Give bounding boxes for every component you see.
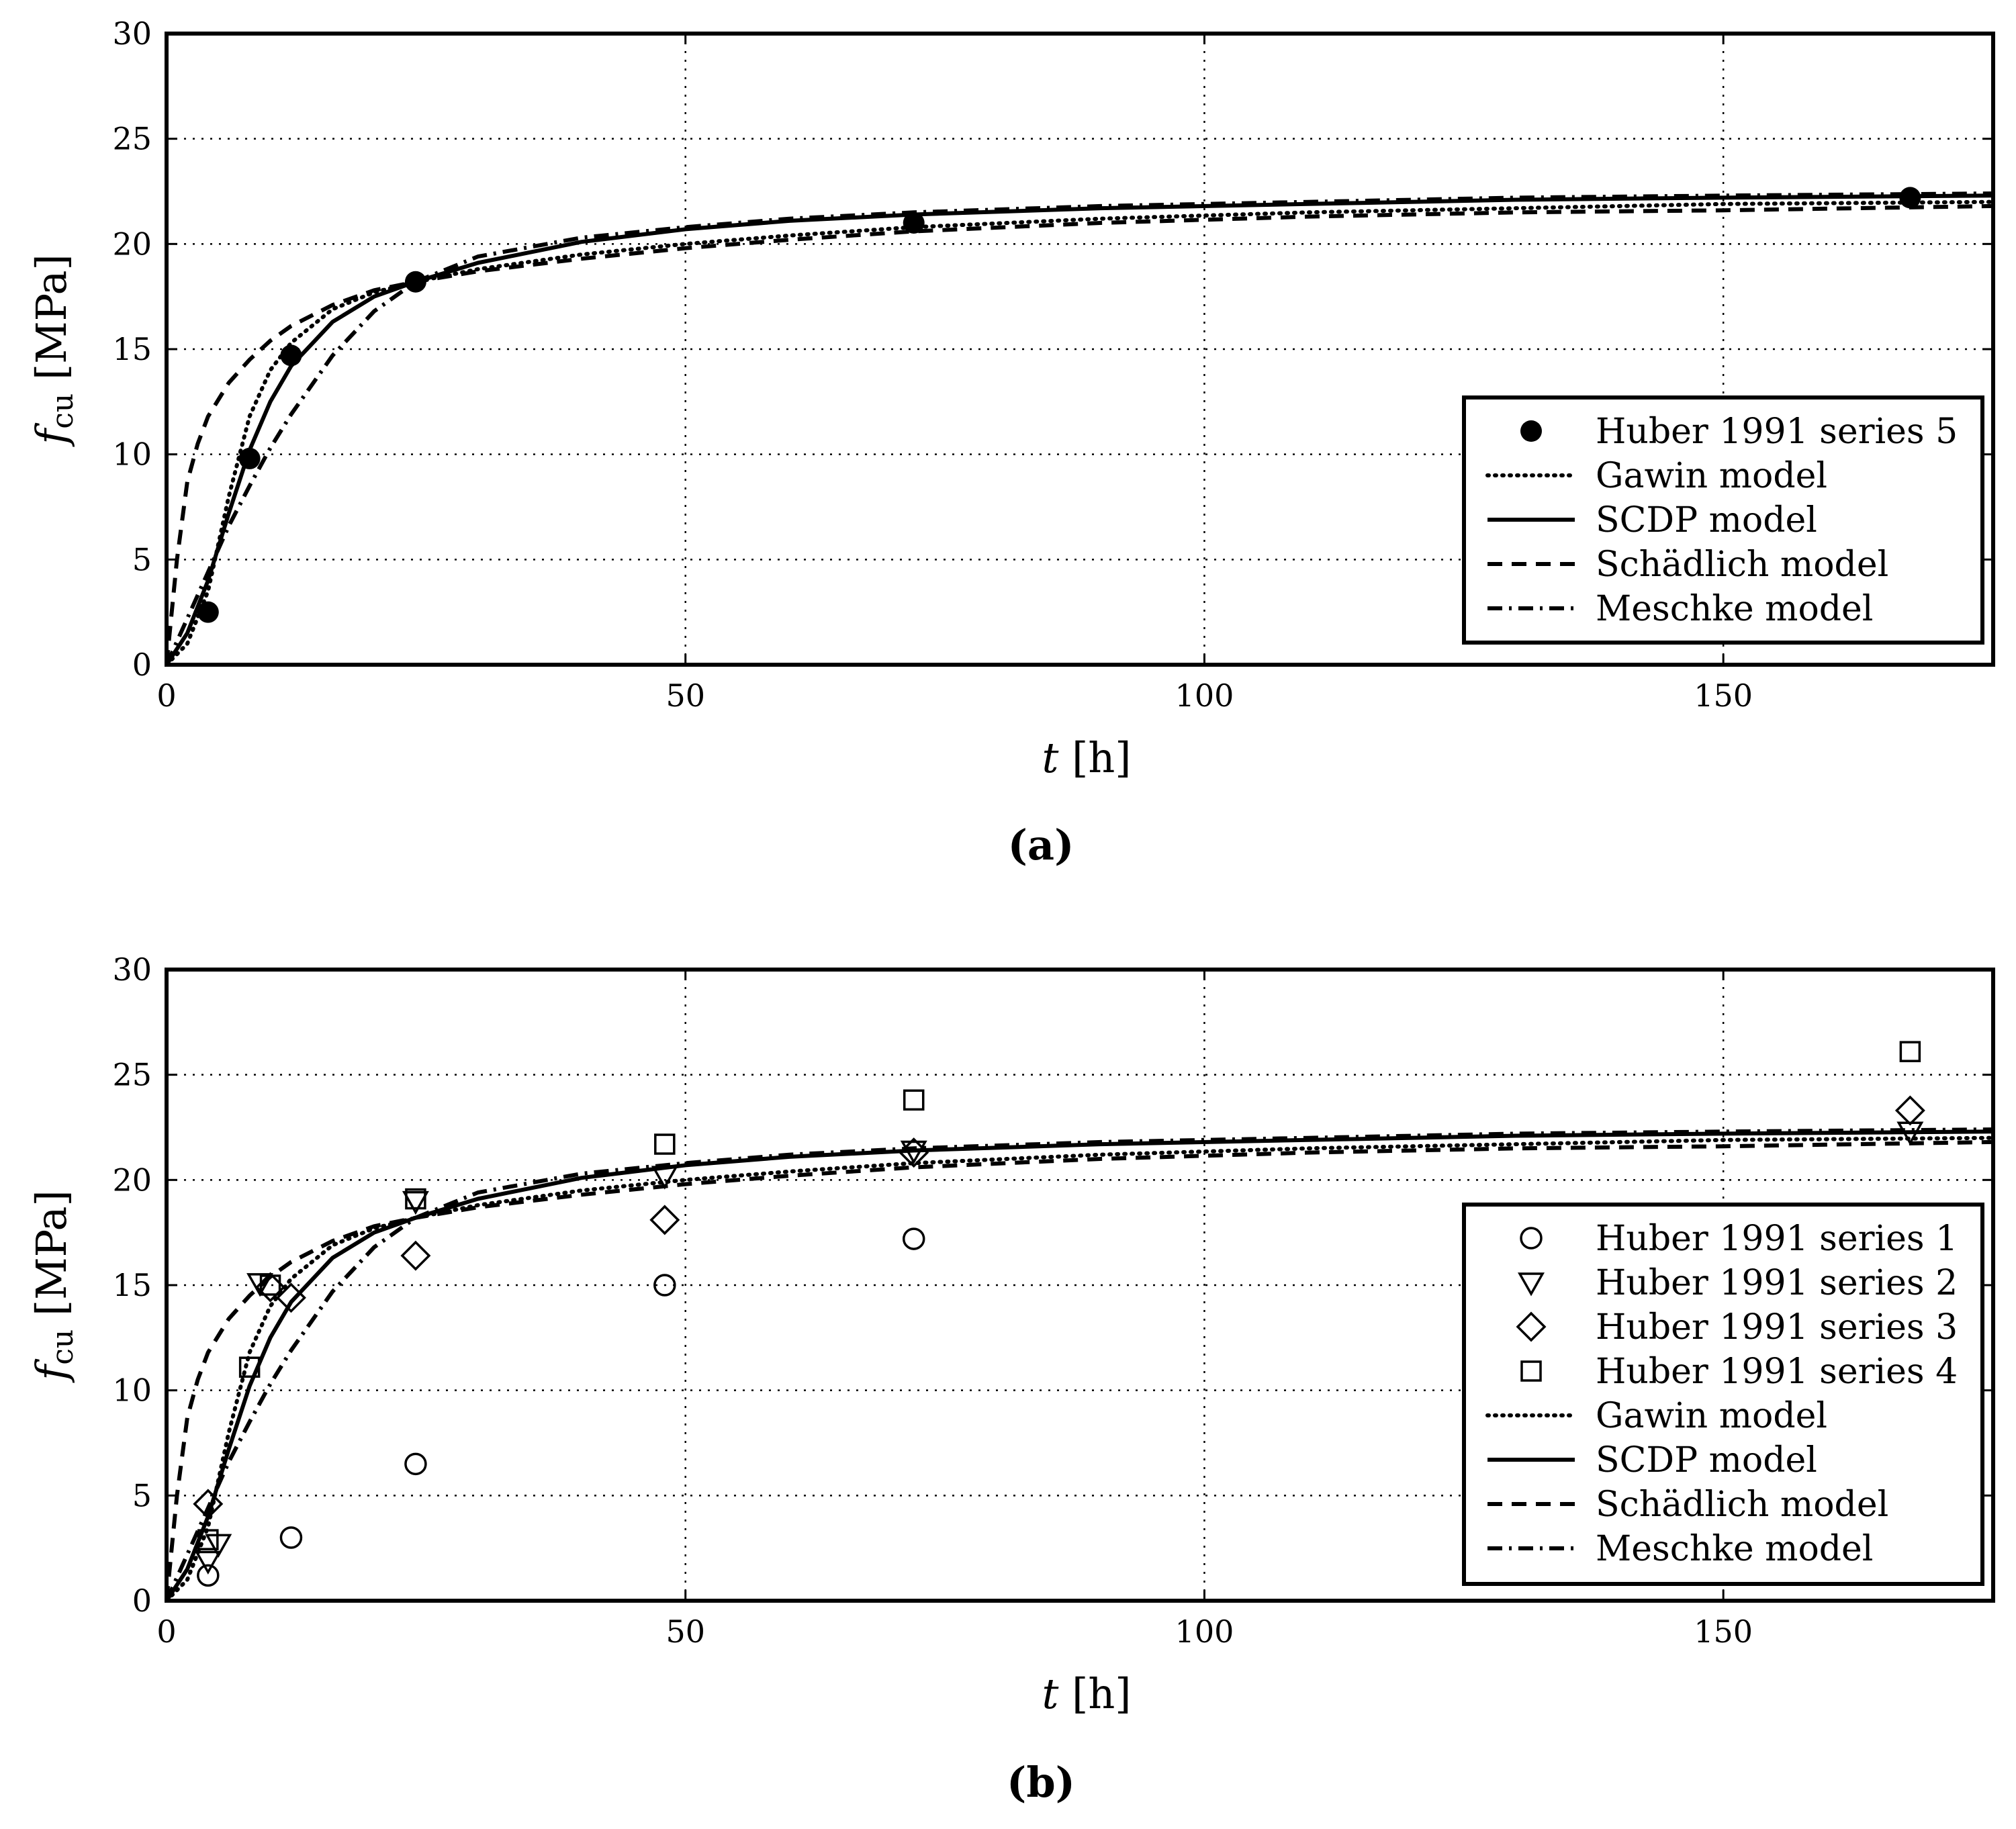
x-tick-label: 50 [666, 1613, 705, 1650]
data-point [197, 601, 219, 623]
legend-label: SCDP model [1596, 1440, 1817, 1481]
data-point [197, 1529, 219, 1550]
curves [167, 191, 1993, 665]
data-point [653, 1274, 676, 1297]
legend-frame [1462, 1203, 1984, 1586]
data-point [654, 1133, 676, 1155]
y-tick-label: 25 [112, 1057, 152, 1093]
y-tick-label: 10 [112, 1372, 152, 1409]
x-tick-label: 50 [666, 677, 705, 714]
series-line [167, 203, 1993, 665]
data-point [649, 1205, 680, 1235]
legend-marker [1516, 1311, 1547, 1342]
x-axis-unit: [h] [1072, 733, 1131, 782]
x-axis-variable: t [1042, 1669, 1072, 1718]
chart-panel: 0 50 100 150 0 5 10 15 20 25 30 t [h] fcu [MPa] Huber… [27, 15, 1995, 870]
y-tick-label: 0 [132, 1583, 152, 1619]
data-point [279, 1526, 303, 1549]
y-tick-label: 30 [112, 15, 152, 52]
legend-label: SCDP model [1596, 500, 1817, 541]
legend-marker [1520, 1227, 1543, 1250]
data-point [903, 1089, 925, 1111]
data-point [275, 1282, 306, 1313]
y-tick-label: 15 [112, 331, 152, 367]
y-tick-label: 25 [112, 121, 152, 157]
legend-label: Meschke model [1596, 1529, 1873, 1569]
y-axis-unit: [MPa] [27, 1190, 76, 1329]
legend-label: Huber 1991 series 4 [1596, 1352, 1958, 1392]
y-tick-label: 5 [132, 1477, 152, 1513]
x-tick-label: 150 [1694, 677, 1753, 714]
data-point [400, 1240, 431, 1271]
x-tick-label: 100 [1175, 677, 1234, 714]
data-point [197, 1564, 220, 1587]
legend-marker [1517, 1272, 1545, 1297]
data-point [1899, 1041, 1921, 1062]
y-tick-label: 20 [112, 226, 152, 262]
legend-label: Gawin model [1596, 456, 1827, 496]
legend-label: Huber 1991 series 1 [1596, 1219, 1958, 1259]
legend-marker [1520, 420, 1542, 442]
data-point [259, 1274, 281, 1296]
data-point [902, 1227, 925, 1250]
series-line [167, 1127, 1993, 1601]
data-point [280, 344, 302, 367]
x-axis-variable: t [1042, 733, 1072, 782]
x-axis-unit: [h] [1072, 1669, 1131, 1718]
data-point [194, 1550, 222, 1575]
legend-label: Meschke model [1596, 589, 1873, 629]
data-point [1899, 187, 1921, 209]
legend-label: Huber 1991 series 3 [1596, 1307, 1958, 1348]
data-point [238, 1356, 261, 1378]
y-tick-label: 30 [112, 951, 152, 988]
y-axis-label: fcu [MPa] [27, 254, 80, 447]
series-line [167, 191, 1993, 665]
x-axis-label: t [h] [1042, 1669, 1132, 1718]
legend-label: Schädlich model [1596, 545, 1888, 585]
y-tick-label: 10 [112, 436, 152, 473]
legend-marker [1520, 1360, 1542, 1382]
x-tick-label: 0 [156, 1613, 176, 1650]
panel-label: (a) [1008, 820, 1074, 870]
x-tick-label: 100 [1175, 1613, 1234, 1650]
chart-panel: 0 50 100 150 0 5 10 15 20 25 30 t [h] fcu [MPa] Huber… [27, 951, 1995, 1807]
data-point [404, 1452, 427, 1476]
panel-label: (b) [1007, 1758, 1075, 1807]
y-axis-subscript: cu [46, 1329, 80, 1365]
legend-label: Huber 1991 series 2 [1596, 1263, 1958, 1303]
y-axis-unit: [MPa] [27, 254, 76, 393]
data-point [651, 1166, 678, 1190]
axes-frame [165, 968, 1995, 1603]
y-tick-label: 5 [132, 541, 152, 577]
legend-label: Huber 1991 series 5 [1596, 412, 1958, 452]
series-line [167, 1139, 1993, 1601]
data-point [899, 1137, 929, 1168]
legend-label: Schädlich model [1596, 1485, 1888, 1525]
x-tick-label: 150 [1694, 1613, 1753, 1650]
series-line [167, 1129, 1993, 1601]
data-point [402, 1190, 429, 1215]
y-axis-subscript: cu [46, 393, 80, 429]
data-point [1894, 1095, 1925, 1126]
series-line [167, 193, 1993, 665]
data-point [246, 1273, 274, 1297]
curves [167, 1127, 1993, 1601]
legend-label: Gawin model [1596, 1396, 1827, 1436]
data-point [404, 271, 426, 293]
y-tick-label: 0 [132, 647, 152, 683]
data-point [193, 1489, 224, 1519]
y-axis-label: fcu [MPa] [27, 1190, 80, 1382]
data-point [900, 1140, 927, 1165]
y-tick-label: 15 [112, 1267, 152, 1303]
data-point [405, 1188, 426, 1210]
x-tick-label: 0 [156, 677, 176, 714]
data-point [903, 212, 925, 234]
axes-frame [165, 32, 1995, 667]
data-point [238, 447, 261, 469]
y-tick-label: 20 [112, 1162, 152, 1198]
x-axis-label: t [h] [1042, 733, 1132, 782]
